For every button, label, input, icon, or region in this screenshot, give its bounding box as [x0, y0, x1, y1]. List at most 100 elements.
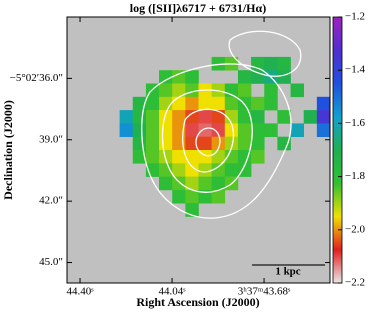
pixel	[224, 136, 239, 151]
pixel	[224, 123, 239, 137]
pixel	[198, 189, 212, 204]
contours	[141, 30, 302, 219]
pixel	[172, 70, 186, 84]
pixel	[211, 136, 226, 151]
colorbar-tick-label: −1.8	[345, 170, 365, 182]
pixel	[264, 96, 278, 111]
pixel	[251, 96, 265, 111]
pixel	[185, 163, 199, 177]
pixel	[185, 150, 199, 164]
pixel	[211, 163, 226, 177]
pixel	[290, 83, 304, 98]
pixel	[198, 136, 212, 151]
pixel	[237, 110, 252, 124]
pixel	[172, 96, 186, 111]
pixel	[185, 110, 199, 124]
y-tick-label: 42.0″	[39, 195, 63, 207]
pixel	[211, 123, 226, 137]
colorbar-tick-label: −1.4	[345, 64, 365, 76]
pixel	[264, 56, 278, 71]
pixel	[211, 150, 226, 164]
pixel	[316, 96, 331, 111]
pixel	[264, 83, 278, 98]
pixel	[159, 70, 173, 84]
plot-frame	[66, 16, 331, 284]
x-tick-label: 44.40ˢ	[66, 286, 94, 298]
pixel	[316, 110, 331, 124]
y-tick-label: 39.0″	[39, 133, 63, 145]
pixel	[159, 136, 173, 151]
pixel	[237, 123, 252, 137]
pixel	[237, 136, 252, 151]
pixel	[159, 176, 173, 191]
pixel	[198, 163, 212, 177]
chart-title: log ([SII]λ6717 + 6731/Hα)	[130, 1, 266, 15]
pixel	[119, 123, 134, 137]
colorbar-tick-label: −1.6	[345, 117, 365, 129]
pixel	[237, 150, 252, 164]
pixel	[172, 110, 186, 124]
pixel	[198, 96, 212, 111]
pixel	[211, 56, 226, 71]
pixel	[211, 96, 226, 111]
pixel	[145, 123, 160, 137]
pixel	[211, 110, 226, 124]
pixel	[159, 123, 173, 137]
y-tick-label: −5°02′36.0″	[10, 72, 63, 84]
pixel	[277, 56, 291, 71]
pixel	[185, 176, 199, 191]
pixel	[224, 150, 239, 164]
pixel	[132, 150, 147, 164]
pixel	[145, 150, 160, 164]
pixel	[185, 83, 199, 98]
pixel	[237, 70, 252, 84]
pixel	[251, 110, 265, 124]
pixel	[237, 83, 252, 98]
pixel	[172, 176, 186, 191]
pixel	[145, 136, 160, 151]
y-axis-label: Declination (J2000)	[1, 100, 15, 200]
pixel	[237, 163, 252, 177]
x-tick-label: 44.04ˢ	[158, 286, 186, 298]
pixel	[224, 110, 239, 124]
pixel	[251, 123, 265, 137]
pixel	[277, 70, 291, 84]
colorbar-tick-label: −1.2	[345, 11, 365, 23]
pixel	[316, 123, 331, 137]
pixel	[264, 123, 278, 137]
pixel	[224, 96, 239, 111]
x-tick-label: 3ʰ37ᵐ43.68ˢ	[238, 286, 291, 298]
pixel	[172, 189, 186, 204]
pixel	[132, 110, 147, 124]
pixel	[198, 110, 212, 124]
pixel	[145, 96, 160, 111]
pixel	[172, 83, 186, 98]
colorbar-tick-label: −2.2	[345, 277, 365, 289]
pixel	[159, 110, 173, 124]
pixel	[198, 176, 212, 191]
pixel	[290, 123, 304, 137]
pixel	[303, 110, 318, 124]
pixel	[132, 96, 147, 111]
pixel	[251, 150, 265, 164]
colorbar-tick-label: −2.0	[345, 223, 365, 235]
pixel	[185, 70, 199, 84]
colorbar	[332, 16, 343, 284]
pixel	[119, 110, 134, 124]
pixel	[185, 96, 199, 111]
pixel	[172, 163, 186, 177]
pixel	[185, 189, 199, 204]
pixel	[172, 150, 186, 164]
pixel	[159, 83, 173, 98]
pixel	[185, 136, 199, 151]
pixel	[277, 110, 291, 124]
pixel	[277, 136, 291, 151]
pixel	[251, 136, 265, 151]
pixel	[132, 123, 147, 137]
pixel	[211, 189, 226, 204]
x-axis-label: Right Ascension (J2000)	[136, 295, 259, 309]
pixel	[211, 176, 226, 191]
pixel	[132, 136, 147, 151]
pixel	[198, 123, 212, 137]
